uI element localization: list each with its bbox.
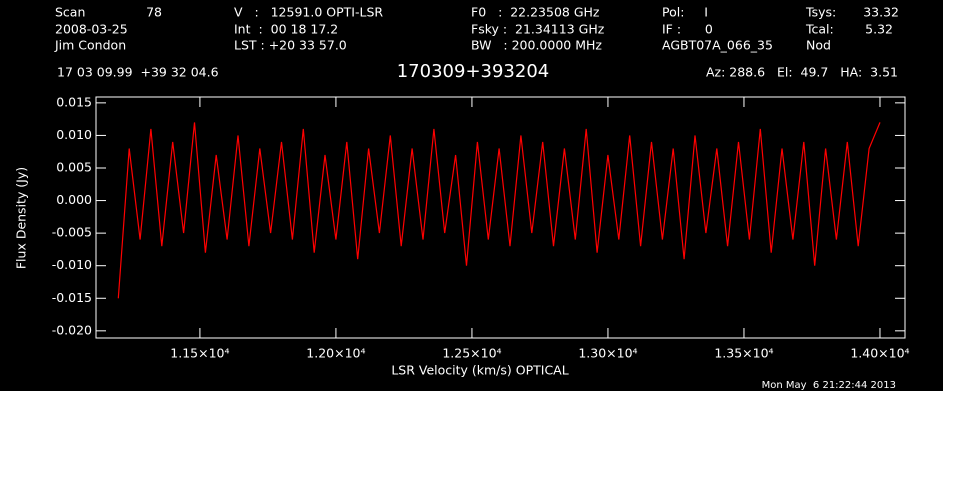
y-tick-label: 0.010 <box>56 127 92 142</box>
x-tick-label: 1.40×10⁴ <box>850 346 909 361</box>
f0: F0 : 22.23508 GHz <box>471 5 600 20</box>
tsys-label: Tsys: <box>805 5 836 20</box>
polarization: Pol: I <box>662 5 708 20</box>
if: IF : 0 <box>662 22 713 37</box>
lst: LST : +20 33 57.0 <box>234 38 347 53</box>
mode: Nod <box>806 38 831 53</box>
az-el-ha: Az: 288.6 El: 49.7 HA: 3.51 <box>706 65 898 80</box>
chart-title: 170309+393204 <box>397 61 550 82</box>
timestamp: Mon May 6 21:22:44 2013 <box>762 380 896 391</box>
integration: Int : 00 18 17.2 <box>234 22 338 37</box>
tsys: 33.32 <box>863 5 899 20</box>
scan-number: 78 <box>146 5 162 20</box>
velocity: V : 12591.0 OPTI-LSR <box>234 5 383 20</box>
scan-label: Scan <box>55 5 85 20</box>
y-tick-label: 0.005 <box>56 159 92 174</box>
y-axis-label: Flux Density (Jy) <box>14 167 29 269</box>
x-tick-label: 1.35×10⁴ <box>714 346 773 361</box>
y-tick-label: -0.005 <box>52 225 92 240</box>
y-tick-label: -0.015 <box>52 290 92 305</box>
y-tick-label: 0.015 <box>56 94 92 109</box>
y-tick-label: 0.000 <box>56 192 92 207</box>
x-tick-label: 1.15×10⁴ <box>170 346 229 361</box>
bandwidth: BW : 200.0000 MHz <box>471 38 602 53</box>
plot-frame <box>95 96 906 339</box>
x-axis-label: LSR Velocity (km/s) OPTICAL <box>391 363 568 378</box>
spectrum-line <box>117 122 881 299</box>
y-tick-label: -0.010 <box>52 257 92 272</box>
x-tick-label: 1.20×10⁴ <box>306 346 365 361</box>
tcal-label: Tcal: <box>805 22 834 37</box>
date: 2008-03-25 <box>55 22 128 37</box>
coordinates: 17 03 09.99 +39 32 04.6 <box>57 65 219 80</box>
fsky: Fsky : 21.34113 GHz <box>471 22 605 37</box>
y-tick-label: -0.020 <box>52 322 92 337</box>
project: AGBT07A_066_35 <box>662 38 773 53</box>
tcal: 5.32 <box>865 22 893 37</box>
observer: Jim Condon <box>54 38 126 53</box>
x-tick-label: 1.30×10⁴ <box>578 346 637 361</box>
x-tick-label: 1.25×10⁴ <box>442 346 501 361</box>
